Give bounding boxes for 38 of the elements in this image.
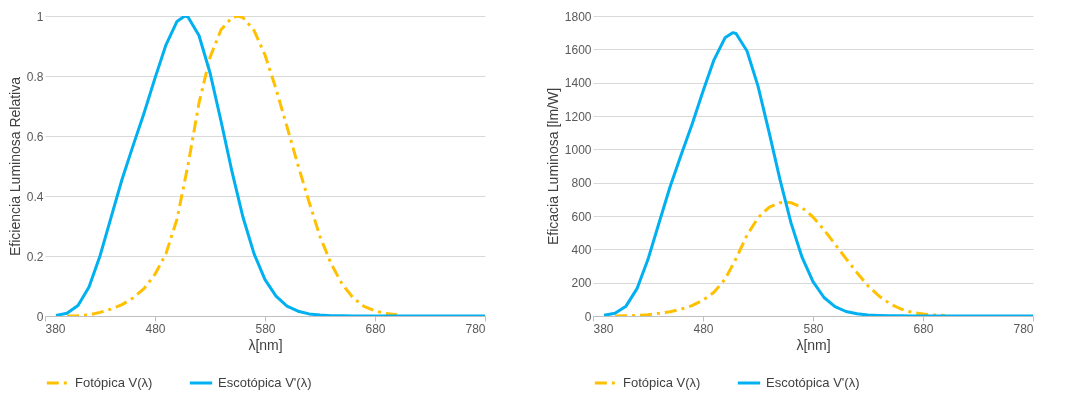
y-axis-title: Eficacia Luminosa [lm/W] [544,87,561,246]
y-tick-label: 200 [571,276,592,291]
legend-label: Escotópica V'(λ) [218,375,312,390]
y-tick-label: 1400 [564,76,592,91]
x-tick-label: 380 [593,321,614,336]
x-axis-title: λ[nm] [248,336,283,353]
line-series [54,16,485,316]
y-tick-label: 1800 [564,9,592,24]
y-axis-title: Eficiencia Luminosa Relativa [6,76,23,256]
y-tick-label: 1000 [564,142,592,157]
x-tick-label: 580 [803,321,824,336]
x-tick-label: 680 [913,321,934,336]
y-tick-label: 0.6 [26,129,44,144]
line-series [602,31,1033,316]
y-tick-label: 800 [571,176,592,191]
y-tick-label: 0 [584,309,592,324]
y-tick-label: 1 [36,9,44,24]
x-tick-label: 380 [45,321,66,336]
x-tick-label: 780 [465,321,486,336]
line-series [613,200,947,316]
legend-label: Fotópica V(λ) [75,375,153,390]
x-tick-label: 780 [1013,321,1034,336]
y-tick-label: 0.8 [26,69,44,84]
y-tick-label: 0 [36,309,44,324]
y-tick-label: 400 [571,242,592,257]
legend-label: Escotópica V'(λ) [766,375,860,390]
y-tick-label: 1600 [564,42,592,57]
x-tick-label: 580 [255,321,276,336]
x-tick-label: 680 [365,321,386,336]
x-tick-label: 480 [145,321,166,336]
x-tick-label: 480 [693,321,714,336]
y-tick-label: 1200 [564,109,592,124]
legend-label: Fotópica V(λ) [623,375,701,390]
y-tick-label: 0.4 [26,189,44,204]
y-tick-label: 0.2 [26,249,44,264]
line-series [65,16,399,316]
x-axis-title: λ[nm] [796,336,831,353]
y-tick-label: 600 [571,209,592,224]
